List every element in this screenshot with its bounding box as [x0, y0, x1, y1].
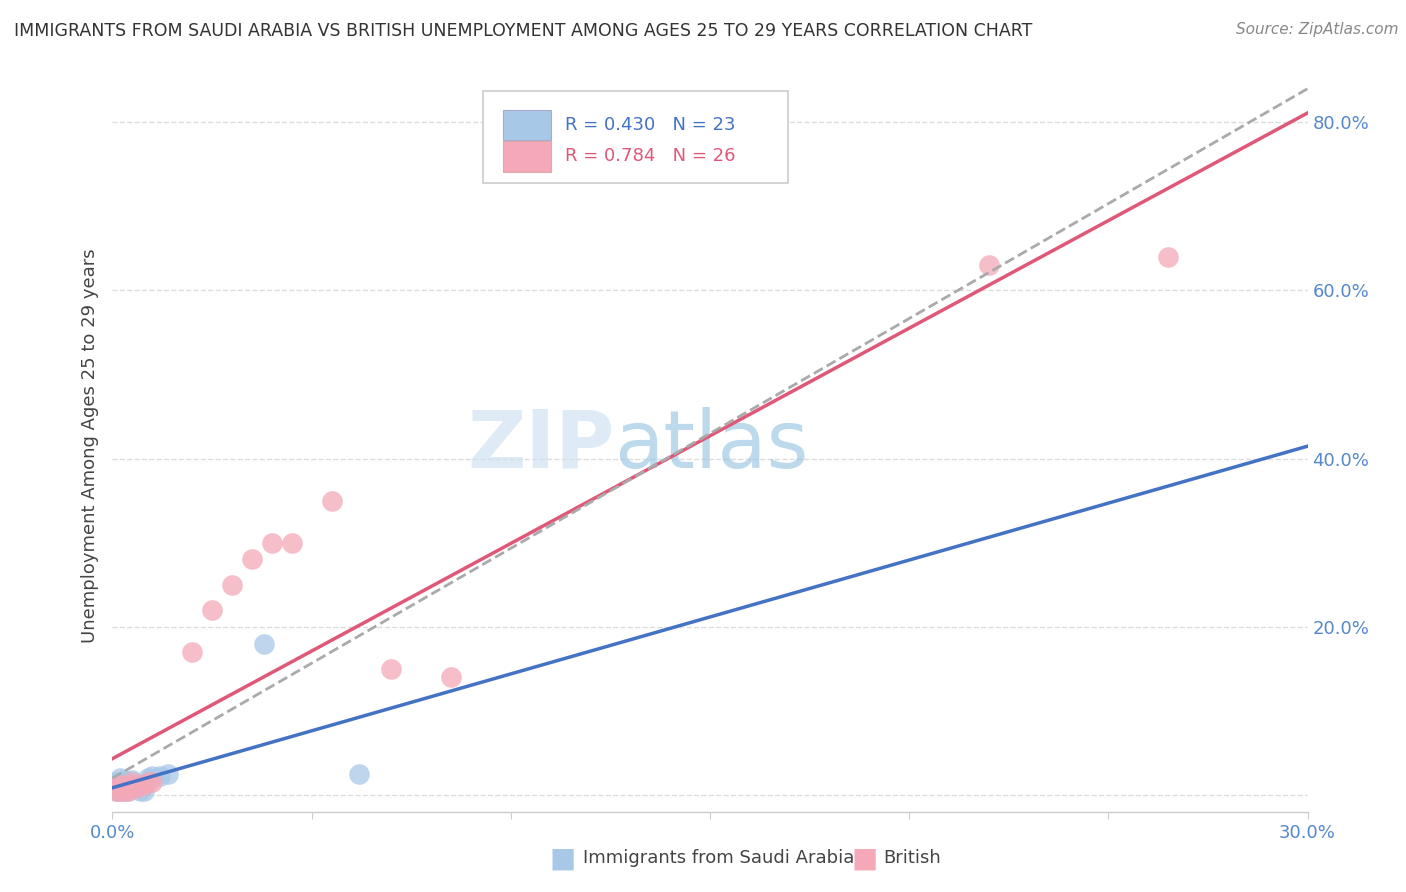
- Point: [121, 780, 143, 794]
- Text: IMMIGRANTS FROM SAUDI ARABIA VS BRITISH UNEMPLOYMENT AMONG AGES 25 TO 29 YEARS C: IMMIGRANTS FROM SAUDI ARABIA VS BRITISH …: [14, 22, 1032, 40]
- Point: [105, 780, 128, 794]
- Point: [110, 783, 132, 797]
- Point: [134, 783, 156, 797]
- Point: [181, 645, 204, 659]
- Point: [105, 775, 128, 789]
- Bar: [503, 141, 551, 171]
- Text: R = 0.784   N = 26: R = 0.784 N = 26: [565, 147, 735, 165]
- Text: ZIP: ZIP: [467, 407, 614, 485]
- Point: [105, 780, 128, 794]
- Point: [138, 771, 160, 785]
- Point: [129, 778, 152, 792]
- Point: [129, 783, 152, 797]
- Point: [114, 783, 135, 797]
- Point: [1157, 250, 1180, 264]
- Point: [281, 535, 304, 549]
- FancyBboxPatch shape: [484, 91, 787, 183]
- Point: [157, 767, 180, 781]
- Point: [221, 578, 243, 592]
- Point: [380, 662, 402, 676]
- Point: [121, 775, 143, 789]
- Point: [253, 636, 276, 650]
- Point: [114, 783, 135, 797]
- Point: [349, 767, 371, 781]
- Point: [117, 778, 139, 792]
- Text: Source: ZipAtlas.com: Source: ZipAtlas.com: [1236, 22, 1399, 37]
- Point: [134, 778, 156, 792]
- Text: Immigrants from Saudi Arabia: Immigrants from Saudi Arabia: [583, 849, 855, 867]
- Point: [114, 780, 135, 794]
- Bar: [503, 110, 551, 140]
- Point: [117, 780, 139, 794]
- Point: [201, 603, 224, 617]
- Point: [114, 778, 135, 792]
- Point: [105, 783, 128, 797]
- Point: [260, 535, 283, 549]
- Point: [117, 783, 139, 797]
- Point: [110, 780, 132, 794]
- Text: ■: ■: [550, 844, 575, 872]
- Y-axis label: Unemployment Among Ages 25 to 29 years: Unemployment Among Ages 25 to 29 years: [80, 249, 98, 643]
- Point: [121, 772, 143, 787]
- Point: [977, 258, 1000, 272]
- Point: [125, 781, 148, 796]
- Point: [117, 783, 139, 797]
- Point: [138, 775, 160, 789]
- Point: [110, 771, 132, 785]
- Point: [440, 670, 463, 684]
- Text: British: British: [883, 849, 941, 867]
- Point: [114, 772, 135, 787]
- Point: [141, 775, 163, 789]
- Point: [121, 781, 143, 796]
- Point: [110, 775, 132, 789]
- Point: [141, 769, 163, 783]
- Point: [240, 552, 263, 566]
- Point: [125, 778, 148, 792]
- Point: [110, 783, 132, 797]
- Text: ■: ■: [852, 844, 877, 872]
- Point: [149, 769, 172, 783]
- Text: R = 0.430   N = 23: R = 0.430 N = 23: [565, 116, 735, 134]
- Text: atlas: atlas: [614, 407, 808, 485]
- Point: [110, 780, 132, 794]
- Point: [321, 493, 343, 508]
- Point: [105, 783, 128, 797]
